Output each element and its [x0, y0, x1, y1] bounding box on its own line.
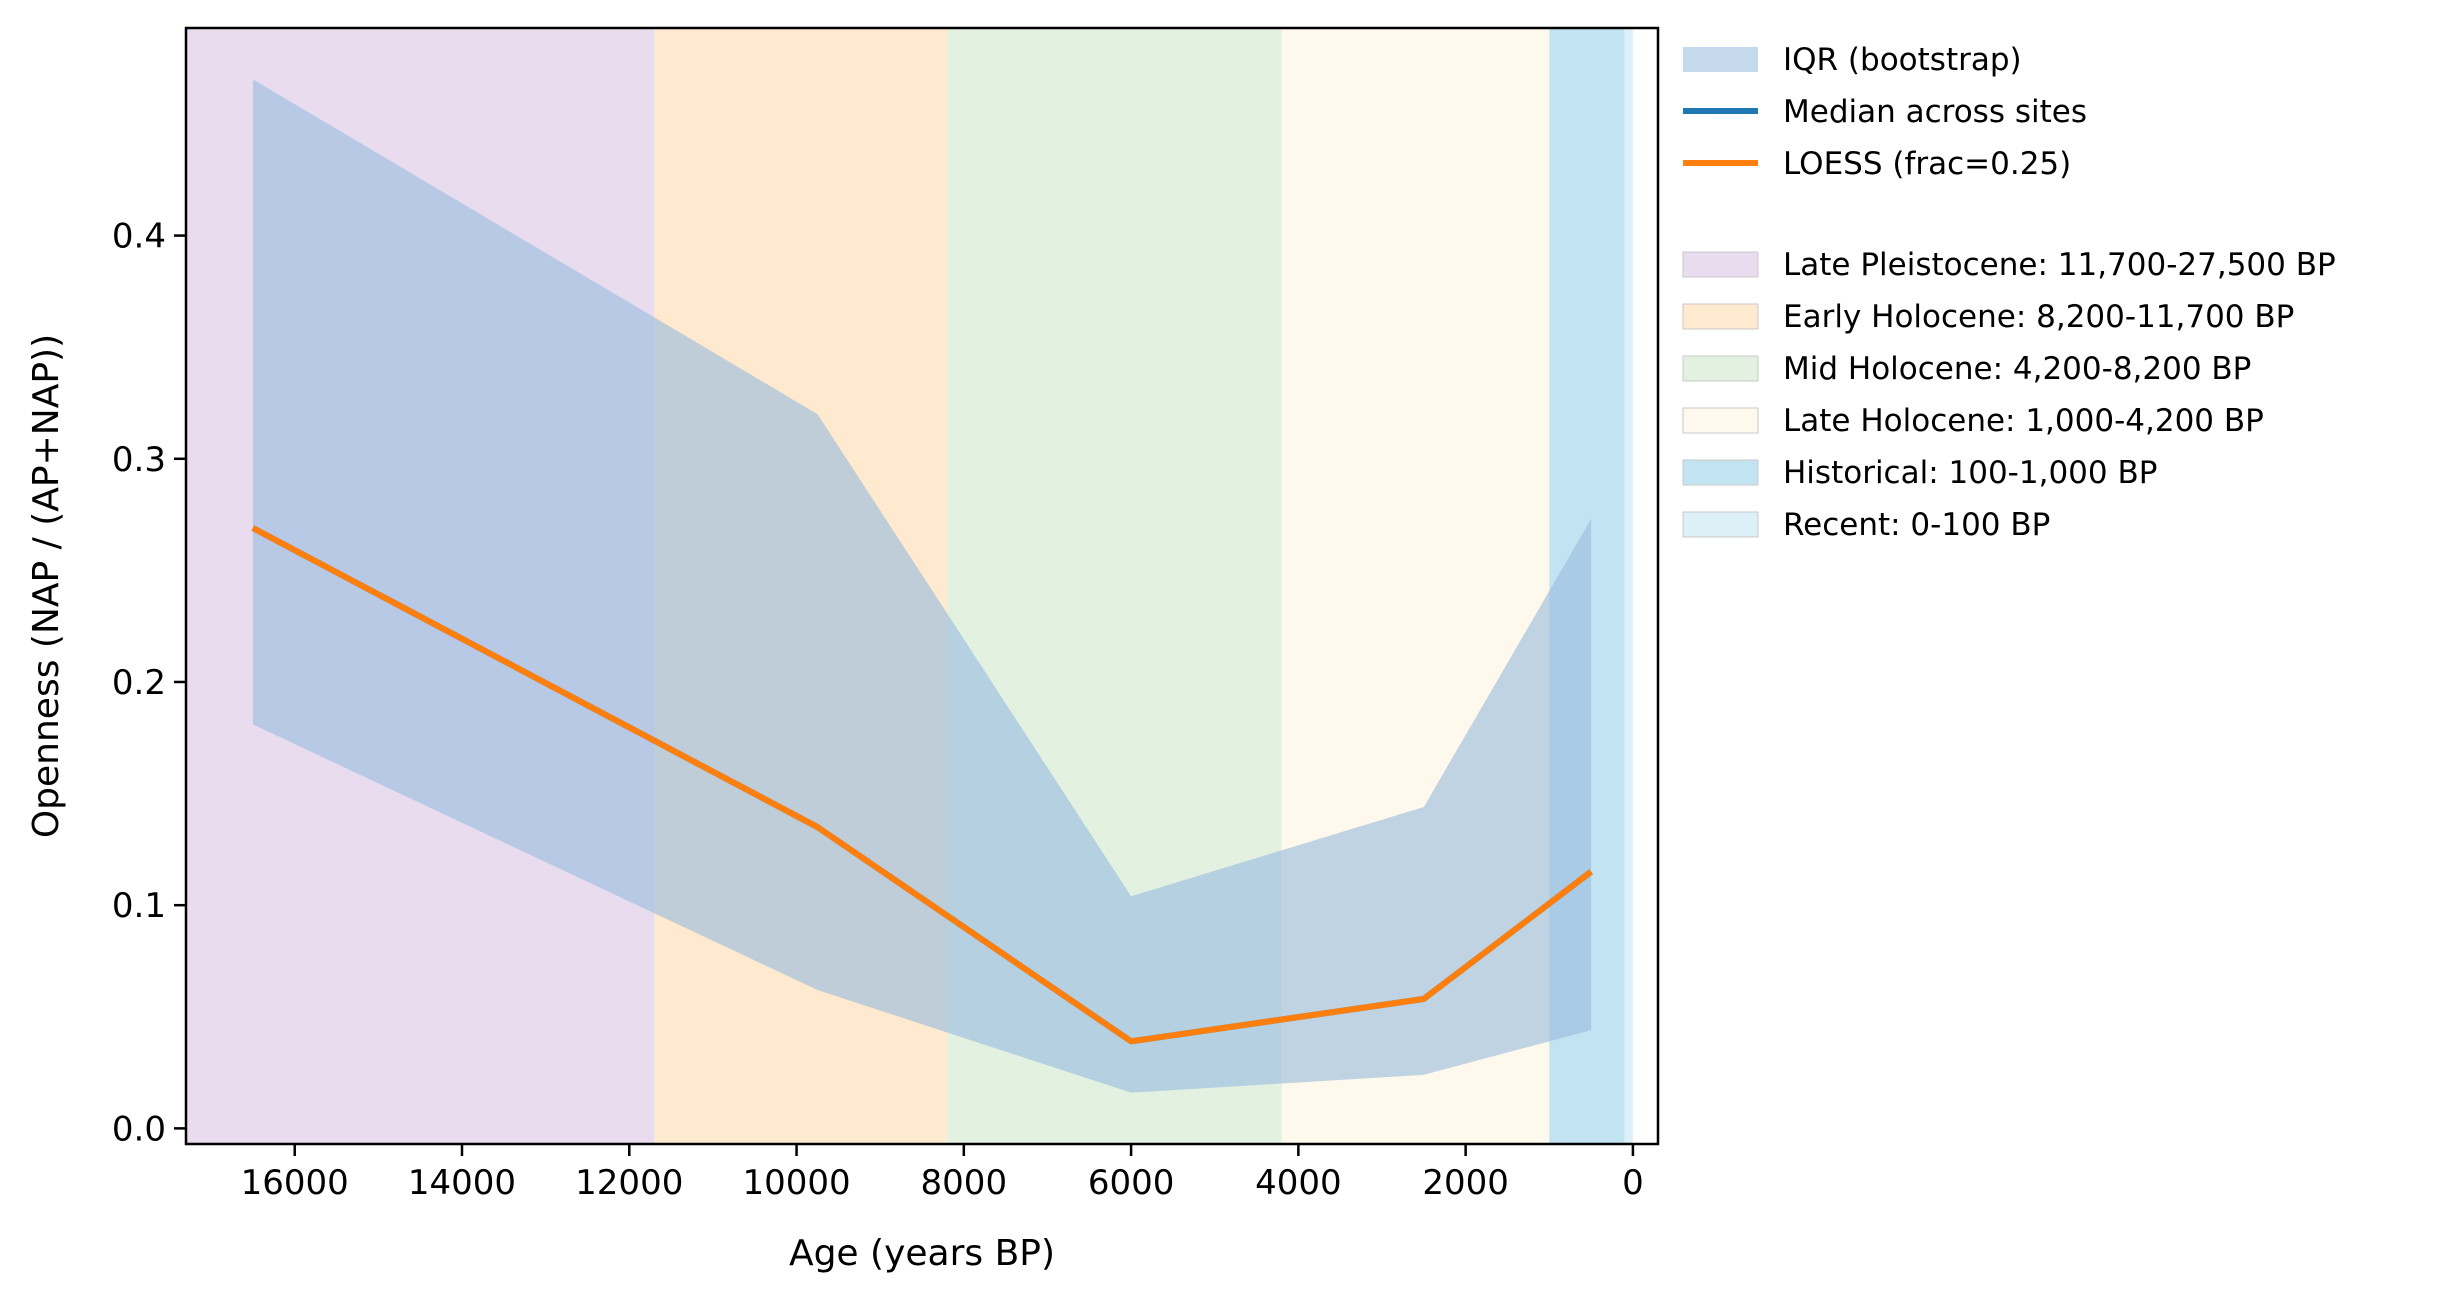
legend-label-period-4: Historical: 100-1,000 BP: [1783, 455, 2157, 491]
x-tick-label-8: 0: [1622, 1163, 1644, 1203]
legend-swatch-period-5: [1682, 511, 1759, 538]
iqr-band-group: [252, 79, 1592, 1093]
legend-label-period-0: Late Pleistocene: 11,700-27,500 BP: [1783, 247, 2336, 283]
legend-label-series-1: LOESS (frac=0.25): [1783, 146, 2071, 182]
x-axis-ticks: 16000 14000 12000 10000 8000 6000 4000 2000 0: [241, 1144, 1644, 1203]
x-tick-label-7: 2000: [1422, 1163, 1509, 1203]
period-band-5: [1624, 28, 1633, 1144]
legend-swatch-period-1: [1682, 303, 1759, 330]
y-tick-label-3: 0.3: [112, 440, 166, 480]
legend-swatch-iqr: [1683, 47, 1758, 72]
legend-label-period-3: Late Holocene: 1,000-4,200 BP: [1783, 403, 2264, 439]
legend-label-period-1: Early Holocene: 8,200-11,700 BP: [1783, 299, 2294, 335]
series-lines: [251, 525, 1593, 1045]
y-axis-ticks: 0.0 0.1 0.2 0.3 0.4: [112, 217, 186, 1149]
legend-label-period-2: Mid Holocene: 4,200-8,200 BP: [1783, 351, 2251, 387]
legend-swatch-period-2: [1682, 355, 1759, 382]
x-tick-label-4: 8000: [921, 1163, 1008, 1203]
x-tick-label-0: 16000: [241, 1163, 349, 1203]
y-tick-label-1: 0.1: [112, 886, 166, 926]
y-tick-label-4: 0.4: [112, 217, 166, 257]
x-axis-label: Age (years BP): [789, 1233, 1055, 1274]
legend: IQR (bootstrap) Median across sites LOESS …: [1682, 42, 2336, 543]
y-axis-label: Openness (NAP / (AP+NAP)): [26, 334, 67, 838]
series-line-1: [251, 525, 1593, 1045]
y-tick-label-2: 0.2: [112, 663, 166, 703]
x-tick-label-2: 12000: [575, 1163, 683, 1203]
legend-swatch-period-3: [1682, 407, 1759, 434]
plot-frame: [184, 26, 1660, 1146]
x-tick-label-5: 6000: [1088, 1163, 1175, 1203]
x-tick-label-6: 4000: [1255, 1163, 1342, 1203]
legend-label-iqr: IQR (bootstrap): [1783, 42, 2022, 78]
legend-label-period-5: Recent: 0-100 BP: [1783, 507, 2050, 543]
iqr-band: [252, 79, 1592, 1093]
legend-swatch-period-0: [1682, 251, 1759, 278]
x-tick-label-1: 14000: [408, 1163, 516, 1203]
y-tick-label-0: 0.0: [112, 1109, 166, 1149]
x-tick-label-3: 10000: [742, 1163, 850, 1203]
legend-label-series-0: Median across sites: [1783, 94, 2087, 130]
legend-swatch-period-4: [1682, 459, 1759, 486]
